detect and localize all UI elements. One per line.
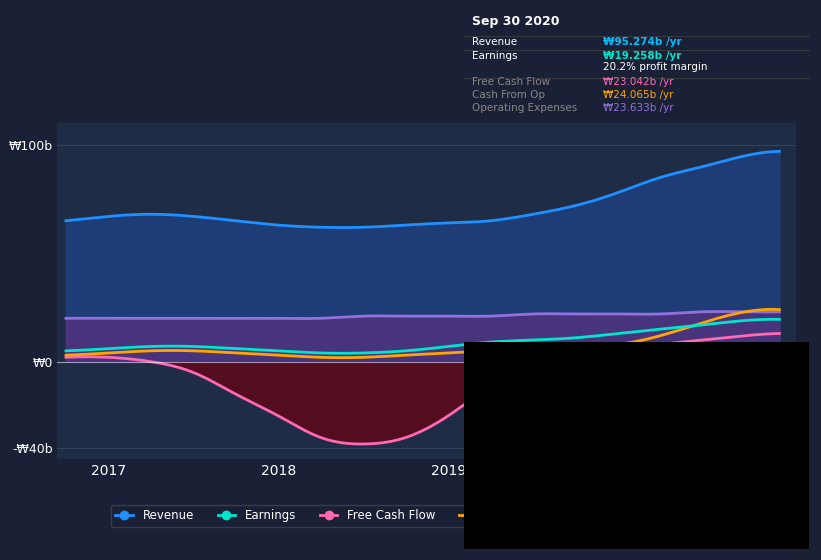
Text: Operating Expenses: Operating Expenses [472, 103, 577, 113]
Text: ₩19.258b /yr: ₩19.258b /yr [603, 51, 681, 61]
Text: ₩95.274b /yr: ₩95.274b /yr [603, 37, 682, 47]
Text: ₩24.065b /yr: ₩24.065b /yr [603, 90, 674, 100]
Legend: Revenue, Earnings, Free Cash Flow, Cash From Op, Operating Expenses: Revenue, Earnings, Free Cash Flow, Cash … [111, 505, 743, 527]
Text: ₩23.042b /yr: ₩23.042b /yr [603, 77, 674, 87]
Text: Free Cash Flow: Free Cash Flow [472, 77, 550, 87]
Text: Cash From Op: Cash From Op [472, 90, 545, 100]
Text: 20.2% profit margin: 20.2% profit margin [603, 62, 708, 72]
Text: Sep 30 2020: Sep 30 2020 [472, 15, 560, 28]
Text: Earnings: Earnings [472, 51, 517, 61]
Text: Revenue: Revenue [472, 37, 517, 47]
Text: ₩23.633b /yr: ₩23.633b /yr [603, 103, 674, 113]
